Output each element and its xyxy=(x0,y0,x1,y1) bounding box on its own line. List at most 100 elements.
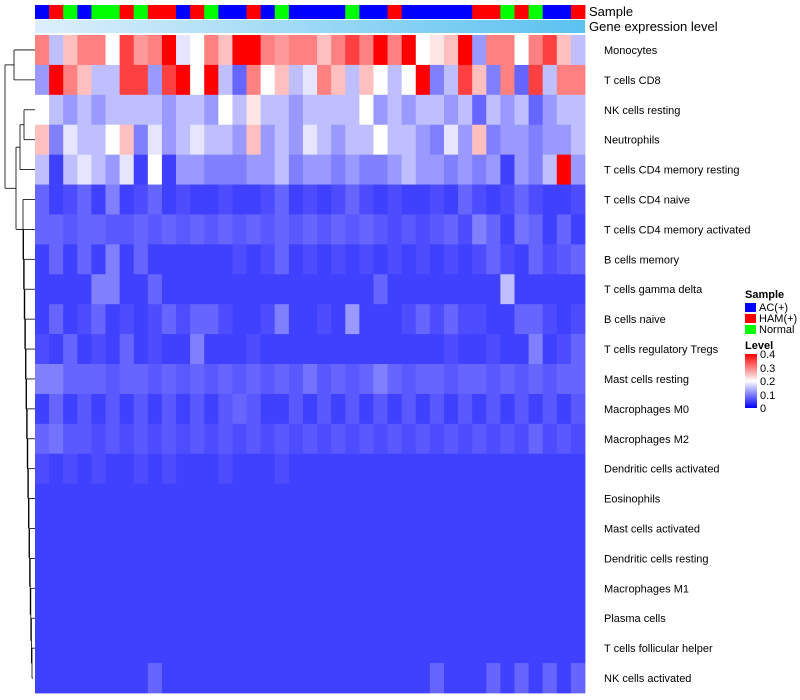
heatmap-cell xyxy=(387,573,403,604)
heatmap-cell xyxy=(556,334,572,365)
heatmap-cell xyxy=(302,64,318,96)
heatmap-cell xyxy=(260,64,276,96)
sample-annotation-cell xyxy=(528,5,544,19)
heatmap-cell xyxy=(63,633,78,664)
heatmap-cell xyxy=(415,603,431,634)
heatmap-cell xyxy=(472,513,487,544)
sample-annotation-cell xyxy=(345,5,360,19)
sample-annotation-cell xyxy=(35,5,50,19)
heatmap-cell xyxy=(486,94,501,126)
heatmap-cell xyxy=(260,393,276,425)
heatmap-cell xyxy=(514,393,529,425)
heatmap-cell xyxy=(204,364,219,395)
row-label: T cells follicular helper xyxy=(604,643,713,655)
heatmap-cell xyxy=(147,663,163,694)
heatmap-cell xyxy=(345,633,360,664)
heatmap-cell xyxy=(77,94,92,126)
heatmap-cell xyxy=(458,274,473,305)
heatmap-cell xyxy=(288,214,304,245)
heatmap-cell xyxy=(415,423,431,455)
heatmap-cell xyxy=(218,274,233,305)
sample-annotation-cell xyxy=(49,5,64,19)
heatmap-cell xyxy=(387,603,403,634)
heatmap-cell xyxy=(204,94,219,126)
heatmap-cell xyxy=(514,244,529,275)
heatmap-cell xyxy=(63,154,78,185)
heatmap-cell xyxy=(91,663,106,694)
heatmap-cell xyxy=(91,334,106,365)
heatmap-cell xyxy=(556,274,572,305)
heatmap-cell xyxy=(359,364,374,395)
heatmap-cell xyxy=(514,543,529,574)
heatmap-cell xyxy=(542,304,558,335)
heatmap-cell xyxy=(260,364,276,395)
heatmap-cell xyxy=(147,184,163,215)
heatmap-cell xyxy=(542,423,558,455)
heatmap-cell xyxy=(161,453,177,485)
heatmap-cell xyxy=(105,663,121,694)
heatmap-cell xyxy=(528,633,544,664)
heatmap-cell xyxy=(147,513,163,544)
sample-annotation-cell xyxy=(133,5,149,19)
heatmap-cell xyxy=(415,184,431,215)
heatmap-cell xyxy=(373,573,388,604)
heatmap-cell xyxy=(35,304,50,335)
heatmap-cell xyxy=(35,334,50,365)
heatmap-cell xyxy=(105,124,121,156)
heatmap-cell xyxy=(458,124,473,156)
heatmap-cell xyxy=(246,513,262,544)
row-label: Macrophages M2 xyxy=(604,434,689,446)
heatmap-cell xyxy=(401,573,417,604)
legend-swatch-normal xyxy=(745,325,756,334)
sample-annotation-cell xyxy=(260,5,276,19)
heatmap-cell xyxy=(302,124,318,156)
heatmap-cell xyxy=(458,483,473,514)
heatmap-cell xyxy=(415,334,431,365)
heatmap-cell xyxy=(49,393,64,425)
heatmap-cell xyxy=(274,124,290,156)
heatmap-cell xyxy=(359,663,374,694)
heatmap-cell xyxy=(49,573,64,604)
heatmap-cell xyxy=(486,154,501,185)
heatmap-cell xyxy=(105,274,121,305)
heatmap-cell xyxy=(472,573,487,604)
heatmap-cell xyxy=(486,35,501,66)
heatmap-cell xyxy=(387,513,403,544)
heatmap-cell xyxy=(345,304,360,335)
heatmap-cell xyxy=(274,364,290,395)
heatmap-cell xyxy=(345,214,360,245)
heatmap-cell xyxy=(274,513,290,544)
heatmap-cell xyxy=(246,603,262,634)
heatmap-cell xyxy=(260,513,276,544)
heatmap-cell xyxy=(91,274,106,305)
heatmap-cell xyxy=(246,154,262,185)
heatmap-cell xyxy=(49,184,64,215)
heatmap-cell xyxy=(288,513,304,544)
heatmap-cell xyxy=(63,393,78,425)
heatmap-cell xyxy=(500,184,515,215)
row-label: T cells gamma delta xyxy=(604,284,703,296)
heatmap-cell xyxy=(176,244,191,275)
heatmap-cell xyxy=(288,393,304,425)
heatmap-cell xyxy=(147,35,163,66)
heatmap-cell xyxy=(77,483,92,514)
heatmap-cell xyxy=(429,244,445,275)
heatmap-cell xyxy=(429,64,445,96)
heatmap-cell xyxy=(387,214,403,245)
heatmap-cell xyxy=(119,543,135,574)
heatmap-cell xyxy=(232,663,247,694)
heatmap-cell xyxy=(556,94,572,126)
heatmap-cell xyxy=(556,603,572,634)
heatmap-cell xyxy=(204,184,219,215)
heatmap-cell xyxy=(63,573,78,604)
heatmap-cell xyxy=(472,393,487,425)
heatmap-cell xyxy=(161,244,177,275)
heatmap-cell xyxy=(359,94,374,126)
heatmap-cell xyxy=(260,453,276,485)
heatmap-cell xyxy=(246,94,262,126)
sample-annotation-cell xyxy=(401,5,417,19)
heatmap-cell xyxy=(218,184,233,215)
heatmap-cell xyxy=(288,154,304,185)
heatmap-cell xyxy=(443,304,459,335)
heatmap-cell xyxy=(373,663,388,694)
